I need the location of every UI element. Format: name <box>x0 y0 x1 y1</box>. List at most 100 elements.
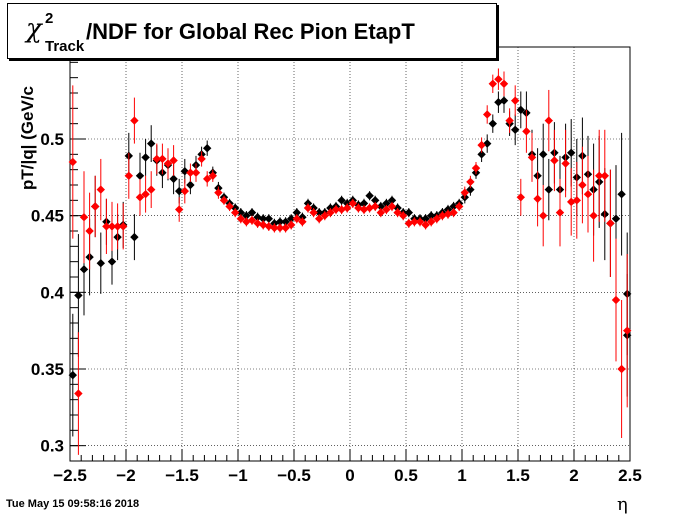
y-tick-label: 0.35 <box>31 360 64 379</box>
data-point <box>539 211 548 220</box>
data-point <box>163 159 173 168</box>
data-point <box>432 214 441 223</box>
data-point <box>488 119 497 128</box>
grid-lines <box>69 47 631 461</box>
data-point <box>264 214 273 223</box>
y-tick-label: 0.45 <box>31 207 64 226</box>
data-point <box>68 157 77 167</box>
data-point <box>169 156 178 165</box>
data-point <box>113 222 122 231</box>
data-point <box>376 202 385 211</box>
data-point <box>477 140 486 150</box>
data-point <box>387 202 397 211</box>
data-point <box>175 205 184 214</box>
data-point <box>119 222 128 231</box>
data-point <box>544 116 553 125</box>
data-point <box>499 96 509 105</box>
tick-labels: −2.5 −2 −1.5 −1 −0.5 0 0.5 1 1.5 2 2.5 0.3 0.35 0.4 0.… <box>31 130 642 485</box>
data-point <box>522 127 531 136</box>
data-point <box>443 209 453 219</box>
data-point <box>572 196 581 205</box>
data-point <box>611 295 621 305</box>
data-point <box>107 257 117 266</box>
data-point <box>561 159 570 168</box>
data-point <box>359 199 369 208</box>
data-point <box>617 190 626 199</box>
data-point <box>427 217 436 226</box>
data-point <box>320 211 329 220</box>
data-point <box>236 214 245 223</box>
data-point <box>91 202 100 211</box>
data-point <box>415 217 425 226</box>
data-point <box>247 216 257 225</box>
data-point <box>544 185 553 194</box>
data-point <box>399 211 408 220</box>
data-point <box>449 208 458 217</box>
data-point <box>197 154 206 164</box>
x-tick-label: 1.5 <box>506 466 530 485</box>
data-point <box>175 186 184 196</box>
data-point <box>505 116 514 125</box>
data-point <box>191 168 201 177</box>
data-point <box>315 208 324 217</box>
data-point <box>102 222 111 231</box>
data-point <box>331 205 341 214</box>
data-point <box>152 154 161 164</box>
data-point <box>382 199 391 208</box>
data-point <box>186 180 195 190</box>
data-point <box>583 190 593 199</box>
data-point <box>79 213 89 222</box>
data-point <box>499 79 509 88</box>
data-point <box>589 211 598 220</box>
data-point <box>578 180 587 190</box>
data-point <box>404 208 413 217</box>
data-point <box>135 171 145 180</box>
series-1 <box>68 68 632 455</box>
data-point <box>466 185 475 194</box>
data-point <box>292 214 301 223</box>
data-point <box>567 148 576 157</box>
data-point <box>471 163 481 173</box>
title-subscript: Track <box>45 38 85 55</box>
data-point <box>141 190 150 199</box>
data-point <box>483 110 492 119</box>
data-point <box>527 153 537 162</box>
y-tick-label: 0.3 <box>40 437 64 456</box>
x-tick-label: 0.5 <box>394 466 418 485</box>
x-tick-label: −1.5 <box>165 466 199 485</box>
data-point <box>595 171 604 180</box>
data-series <box>68 68 632 455</box>
data-point <box>354 203 363 213</box>
data-point <box>488 79 497 88</box>
data-point <box>455 202 464 211</box>
data-point <box>376 208 385 217</box>
x-tick-label: 1 <box>457 466 466 485</box>
x-tick-label: −2 <box>116 466 135 485</box>
data-point <box>606 219 615 228</box>
data-point <box>326 208 335 217</box>
chart-title: /NDF for Global Rec Pion EtapT <box>86 19 415 44</box>
data-point <box>74 291 83 300</box>
data-point <box>247 208 257 217</box>
data-point <box>287 214 296 223</box>
data-point <box>270 223 279 233</box>
y-tick-label: 0.4 <box>40 283 64 302</box>
x-tick-label: −0.5 <box>277 466 311 485</box>
data-point <box>567 197 576 207</box>
data-point <box>427 211 436 220</box>
data-point <box>281 223 290 233</box>
x-axis-label: η <box>617 494 628 515</box>
x-tick-label: −2.5 <box>53 466 87 485</box>
data-point <box>309 208 318 217</box>
data-point <box>371 196 380 205</box>
data-point <box>203 144 212 153</box>
data-point <box>231 208 240 217</box>
data-point <box>365 191 374 200</box>
data-point <box>611 214 621 223</box>
data-point <box>236 208 245 217</box>
axes <box>69 46 631 462</box>
data-point <box>214 188 223 197</box>
data-point <box>169 174 178 184</box>
data-point <box>303 203 313 213</box>
